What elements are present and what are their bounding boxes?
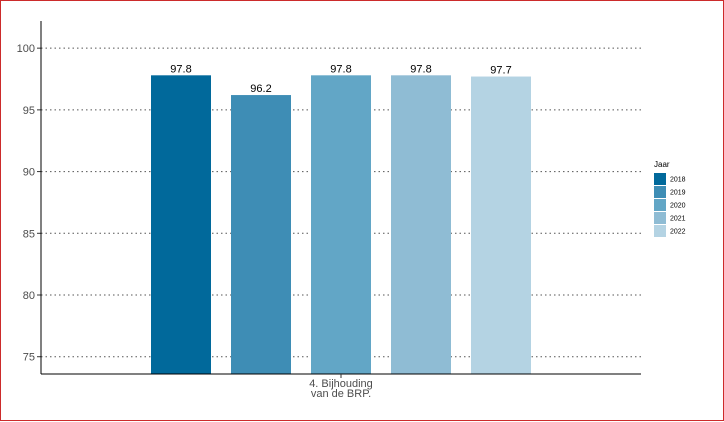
y-axis-ticks: 75 80 85 90 95 100 <box>17 43 41 364</box>
gridlines <box>41 47 641 358</box>
legend-key-2018 <box>654 173 666 185</box>
legend-label-2021: 2021 <box>670 216 686 223</box>
y-tick-label-85: 85 <box>23 228 35 240</box>
bar-2019 <box>231 95 291 375</box>
bar-2022 <box>471 76 531 374</box>
legend-label-2018: 2018 <box>670 177 686 184</box>
legend-label-2022: 2022 <box>670 229 686 236</box>
bar-2020 <box>311 75 371 375</box>
legend-key-2019 <box>654 186 666 198</box>
x-tick-label-line-2: van de BRP. <box>311 388 371 400</box>
data-label-2018: 97.8 <box>170 63 191 75</box>
y-tick-label-95: 95 <box>23 105 35 117</box>
legend-label-2019: 2019 <box>670 190 686 197</box>
legend-title: Jaar <box>654 160 670 169</box>
bar-2021 <box>391 75 451 375</box>
bar-2018 <box>151 75 211 375</box>
y-tick-label-100: 100 <box>17 43 35 55</box>
legend: Jaar 2018 2019 2020 2021 2022 <box>654 160 686 237</box>
data-labels: 97.8 96.2 97.8 97.8 97.7 <box>170 63 511 95</box>
legend-key-2022 <box>654 225 666 237</box>
x-tick-label-line-1: 4. Bijhouding <box>309 378 373 390</box>
legend-label-2020: 2020 <box>670 203 686 210</box>
data-label-2022: 97.7 <box>490 65 511 77</box>
legend-key-2020 <box>654 199 666 211</box>
y-tick-label-75: 75 <box>23 352 35 364</box>
data-label-2020: 97.8 <box>330 63 351 75</box>
y-tick-label-90: 90 <box>23 167 35 179</box>
data-label-2019: 96.2 <box>250 83 271 95</box>
data-label-2021: 97.8 <box>410 63 431 75</box>
y-tick-label-80: 80 <box>23 290 35 302</box>
legend-key-2021 <box>654 212 666 224</box>
bars <box>151 75 531 375</box>
